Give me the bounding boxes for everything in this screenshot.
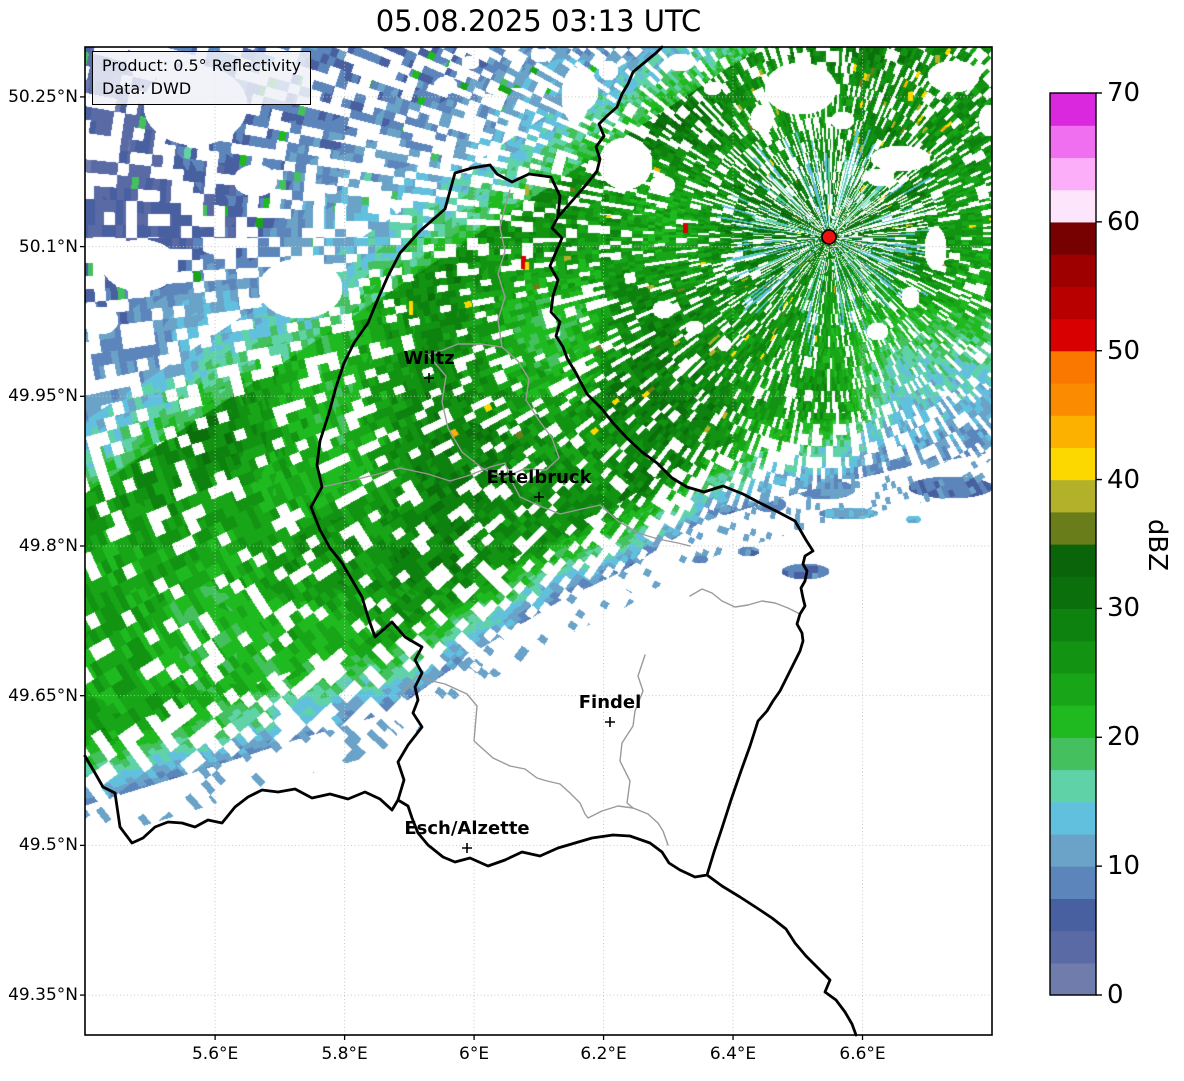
colorbar-segment (1050, 801, 1096, 835)
colorbar-tick-label: 60 (1107, 206, 1141, 237)
colorbar-segment (1050, 125, 1096, 159)
colorbar-segment (1050, 157, 1096, 191)
colorbar-frame (1049, 92, 1097, 996)
colorbar-segment (1050, 318, 1096, 352)
colorbar-tick-label: 20 (1107, 722, 1141, 753)
y-tick-label: 49.5°N (18, 835, 78, 856)
colorbar-tick-label: 70 (1107, 78, 1141, 108)
data-source-label: Data: DWD (102, 78, 192, 98)
city-marker (462, 843, 472, 853)
colorbar-segment (1050, 705, 1096, 738)
y-tick-label: 49.95°N (8, 386, 78, 407)
city-label: Findel (578, 692, 642, 713)
regional-border (427, 343, 560, 479)
x-tick-label: 5.8°E (321, 1044, 368, 1064)
colorbar-segment (1050, 221, 1096, 255)
colorbar-segment (1050, 608, 1096, 642)
colorbar-segment (1050, 576, 1096, 610)
colorbar-tick-label: 10 (1107, 851, 1141, 882)
colorbar-segment (1050, 511, 1096, 545)
colorbar-segment (1050, 479, 1096, 513)
colorbar-segment (1050, 898, 1096, 932)
x-tick-label: 6°E (459, 1044, 490, 1064)
colorbar-segment (1050, 737, 1096, 771)
colorbar-segment (1050, 769, 1096, 803)
colorbar-segment (1050, 833, 1096, 867)
y-tick-label: 50.25°N (8, 86, 78, 107)
regional-border (402, 675, 669, 846)
product-info-box: Product: 0.5° Reflectivity Data: DWD (92, 51, 312, 106)
colorbar-segment (1050, 447, 1096, 481)
colorbar-axis-label: dBZ (1142, 518, 1172, 572)
colorbar-segment (1050, 544, 1096, 577)
map-frame (84, 46, 993, 1036)
city-marker (605, 717, 615, 727)
city-marker (534, 492, 544, 502)
colorbar-segment (1050, 286, 1096, 320)
regional-border (321, 462, 691, 547)
city-label: Ettelbruck (486, 467, 592, 488)
y-tick-label: 49.8°N (18, 535, 78, 556)
y-tick-label: 49.35°N (8, 985, 78, 1006)
colorbar-segment (1050, 415, 1096, 448)
colorbar-segment (1050, 962, 1096, 996)
colorbar-segment (1050, 672, 1096, 706)
y-tick-label: 49.65°N (8, 685, 78, 706)
x-tick-label: 6.6°E (839, 1044, 886, 1064)
city-marker (424, 373, 434, 383)
colorbar-segment (1050, 350, 1096, 384)
colorbar-tick-label: 40 (1107, 464, 1141, 495)
radar-reflectivity-canvas (85, 47, 992, 1035)
national-border (705, 873, 858, 1037)
national-border (309, 163, 815, 879)
radar-site-dot (821, 229, 837, 245)
national-border (83, 754, 400, 845)
city-label: Wiltz (403, 348, 455, 369)
x-tick-label: 6.4°E (709, 1044, 757, 1064)
colorbar-segment (1050, 382, 1096, 416)
colorbar-segment (1050, 93, 1096, 126)
colorbar-segment (1050, 189, 1096, 223)
colorbar-segment (1050, 254, 1096, 287)
product-label: Product: 0.5° Reflectivity (102, 56, 302, 75)
colorbar-tick-label: 50 (1107, 335, 1141, 366)
figure-title: 05.08.2025 03:13 UTC (375, 4, 702, 38)
colorbar-segment (1050, 930, 1096, 964)
regional-border (497, 189, 511, 348)
regional-border (619, 654, 646, 809)
y-tick-label: 50.1°N (18, 236, 78, 257)
colorbar-tick-label: 0 (1107, 980, 1124, 1010)
colorbar-tick-label: 30 (1107, 593, 1141, 624)
colorbar-segment (1050, 866, 1096, 899)
x-tick-label: 5.6°E (191, 1044, 239, 1064)
colorbar-segment (1050, 640, 1096, 674)
x-tick-label: 6.2°E (580, 1044, 627, 1064)
city-label: Esch/Alzette (404, 818, 530, 839)
regional-border (689, 588, 801, 615)
national-border (556, 45, 664, 219)
